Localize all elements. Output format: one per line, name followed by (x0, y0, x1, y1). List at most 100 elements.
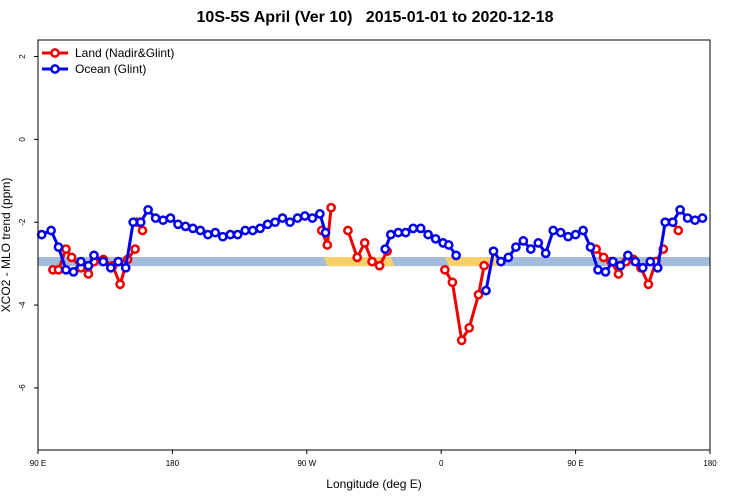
data-point (518, 236, 529, 246)
data-point (451, 250, 461, 261)
y-tick-label: -2 (18, 218, 27, 226)
data-point (359, 238, 370, 248)
data-point (61, 264, 71, 275)
data-point (195, 225, 206, 236)
data-point (89, 250, 99, 261)
data-point (277, 213, 288, 223)
data-point (481, 285, 491, 296)
data-point (415, 223, 426, 234)
data-point (135, 217, 146, 228)
x-tick-label: 180 (166, 459, 180, 468)
data-point (247, 225, 258, 236)
x-tick-label: 180 (703, 459, 717, 468)
data-point (300, 211, 310, 221)
ocean-series (36, 204, 708, 296)
data-point (673, 225, 684, 236)
x-tick-label: 0 (439, 459, 444, 468)
legend-label: Land (Nadir&Glint) (75, 46, 174, 60)
data-point (232, 229, 243, 240)
data-point (292, 213, 303, 223)
data-point (68, 267, 79, 277)
data-point (548, 225, 559, 236)
data-point (285, 217, 295, 228)
legend: Land (Nadir&Glint) Ocean (Glint) (42, 46, 174, 76)
data-point (615, 260, 626, 271)
data-point (623, 250, 633, 261)
data-point (380, 244, 391, 254)
data-point (613, 269, 624, 279)
series-line (443, 265, 486, 342)
data-point (53, 242, 64, 252)
data-point (608, 256, 618, 267)
data-point (105, 262, 116, 273)
data-point (643, 279, 654, 290)
data-point (570, 229, 581, 240)
data-point (203, 229, 213, 240)
data-point (488, 246, 499, 257)
y-axis: 2 0 -2 -4 -6 (18, 54, 38, 391)
data-point (326, 202, 336, 213)
y-axis-title: XCO2 - MLO trend (ppm) (0, 178, 13, 313)
data-point (83, 260, 94, 271)
data-point (46, 225, 56, 236)
data-point (637, 262, 648, 273)
data-point (120, 262, 131, 273)
data-point (158, 215, 168, 226)
data-point (408, 223, 419, 234)
chart-title: 10S-5S April (Ver 10) 2015-01-01 to 2020… (196, 9, 554, 26)
data-point (667, 217, 678, 228)
y-tick-label: 2 (18, 54, 27, 59)
legend-label: Ocean (Glint) (75, 62, 146, 76)
data-point (61, 244, 71, 254)
data-point (385, 229, 396, 240)
data-point (511, 242, 521, 252)
data-point (66, 252, 77, 263)
data-point (143, 204, 153, 215)
data-point (374, 260, 385, 271)
land-series (48, 202, 684, 346)
data-point (447, 277, 458, 288)
legend-item: Ocean (Glint) (42, 62, 146, 76)
data-point (598, 252, 609, 263)
data-point (393, 227, 404, 238)
data-point (496, 256, 506, 267)
data-point (473, 289, 484, 300)
data-point (525, 244, 536, 254)
x-axis-title: Longitude (deg E) (326, 477, 421, 491)
data-point (225, 229, 236, 240)
data-point (443, 240, 454, 250)
data-point (320, 227, 331, 238)
data-point (690, 215, 700, 226)
data-point (423, 229, 433, 240)
x-tick-label: 90 W (297, 459, 316, 468)
data-point (533, 238, 544, 248)
data-point (165, 213, 176, 223)
data-point (83, 269, 94, 279)
data-point (675, 204, 685, 215)
y-tick-label: -4 (18, 301, 27, 309)
data-point (255, 223, 265, 234)
data-point (367, 256, 377, 267)
data-point (682, 213, 693, 223)
data-point (113, 256, 124, 267)
data-point (173, 219, 183, 230)
x-axis: 90 E 180 90 W 0 90 E 180 (30, 450, 717, 468)
x-tick-label: 90 E (567, 459, 583, 468)
data-point (464, 322, 475, 333)
data-point (563, 231, 573, 242)
data-point (697, 213, 708, 223)
data-point (630, 256, 641, 267)
data-point (270, 217, 280, 228)
data-point (76, 256, 86, 267)
data-point (240, 225, 251, 236)
legend-item: Land (Nadir&Glint) (42, 46, 174, 60)
data-point (217, 231, 228, 242)
data-point (36, 229, 47, 240)
series-layer (36, 202, 708, 346)
data-point (578, 225, 588, 236)
data-point (115, 279, 125, 290)
data-point (503, 252, 514, 263)
data-point (585, 242, 596, 252)
y-tick-label: 0 (18, 137, 27, 142)
data-point (479, 260, 489, 271)
